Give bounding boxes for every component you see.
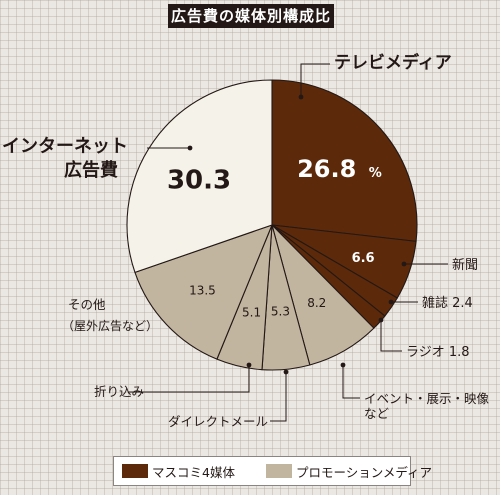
category-label-internet-line2: 広告費: [64, 159, 118, 181]
legend-swatch-mass-media: [122, 464, 148, 478]
category-label-tv: テレビメディア: [334, 52, 452, 73]
data-label-newspaper: 6.6: [352, 251, 375, 266]
pie-slice-8: [126, 79, 273, 273]
data-label-dm: 5.3: [271, 305, 290, 319]
leader-dot-2: [388, 299, 394, 305]
pie-slice-0: [271, 79, 418, 242]
leader-line-3: [380, 320, 402, 352]
category-label-newspaper: 新聞: [452, 257, 478, 273]
category-label-magazine: 雑誌 2.4: [422, 295, 473, 311]
data-label-other: 13.5: [189, 284, 216, 298]
data-label-insert: 5.1: [242, 306, 261, 320]
chart-title: 広告費の媒体別構成比: [168, 4, 334, 28]
category-label-internet: インターネット: [2, 136, 128, 157]
legend-item-mass-media: マスコミ4媒体: [122, 463, 235, 480]
legend-item-promotion: プロモーションメディア: [266, 463, 433, 480]
data-label-internet: 30.3: [167, 166, 231, 196]
data-label-tv: 26.8: [297, 155, 356, 183]
legend-label-promotion: プロモーションメディア: [296, 464, 433, 480]
pie-slice-7: [134, 224, 273, 360]
legend-label-mass-media: マスコミ4媒体: [152, 464, 235, 480]
leader-dot-4: [340, 362, 346, 368]
leader-dot-6: [246, 362, 252, 368]
leader-dot-3: [378, 317, 384, 323]
leader-dot-1: [401, 261, 407, 267]
category-label-dm: ダイレクトメール: [168, 414, 268, 429]
category-label-event: イベント・展示・映像など: [364, 391, 490, 421]
category-label-other: その他: [68, 297, 106, 312]
legend: マスコミ4媒体 プロモーションメディア: [113, 456, 432, 486]
legend-swatch-promotion: [266, 464, 292, 478]
category-label-insert: 折り込み: [94, 384, 144, 399]
leader-line-4: [342, 365, 360, 399]
leader-dot-0: [298, 94, 304, 100]
leader-line-0: [300, 63, 330, 97]
leader-line-6: [128, 365, 250, 393]
category-label-radio: ラジオ 1.8: [406, 345, 470, 360]
category-label-other-sub: （屋外広告など）: [62, 319, 158, 333]
data-label-event: 8.2: [307, 296, 326, 310]
leader-dot-8: [187, 145, 193, 151]
leader-line-5: [270, 372, 287, 422]
data-label-tv-unit: %: [369, 166, 382, 181]
leader-dot-5: [283, 369, 289, 375]
